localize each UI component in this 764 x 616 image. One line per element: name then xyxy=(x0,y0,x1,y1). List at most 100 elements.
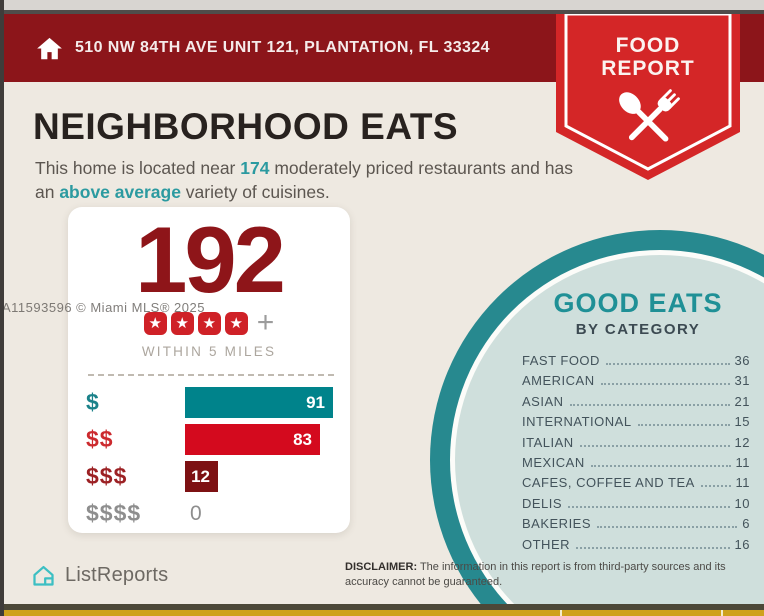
spoon-fork-icon xyxy=(619,89,680,142)
good-eats-subtitle: BY CATEGORY xyxy=(575,321,701,338)
listreports-house-icon xyxy=(33,565,54,586)
subtitle-mid: moderately priced restaurants and has an xyxy=(35,158,573,203)
dotted-leader xyxy=(700,485,731,488)
tier-label: $$$ xyxy=(86,463,128,489)
category-label: AMERICAN xyxy=(522,373,595,389)
plus-sign: + xyxy=(256,306,275,339)
good-eats-panel: GOOD EATS BY CATEGORY FAST FOOD 36 AMERIC… xyxy=(515,288,761,557)
restaurant-summary-card: 192 ★ ★ ★ ★ + WITHIN 5 MILES $ 91 $$ 83 $$$… xyxy=(68,207,350,533)
disclaimer-text: The information in this report is from t… xyxy=(345,561,726,588)
tier-label: $ xyxy=(86,389,100,415)
category-row: INTERNATIONAL 15 xyxy=(522,414,750,434)
disclaimer: DISCLAIMER: The information in this repo… xyxy=(345,560,755,590)
category-label: DELIS xyxy=(522,495,563,511)
variety-rating: above average xyxy=(59,182,181,203)
category-label: CAFES, COFFEE AND TEA xyxy=(522,475,695,491)
category-value: 21 xyxy=(734,393,750,409)
brand-name: ListReports xyxy=(65,564,169,586)
listreports-logo: ListReports xyxy=(30,562,168,589)
home-icon xyxy=(37,37,62,59)
category-label: ASIAN xyxy=(522,393,564,409)
category-row: FAST FOOD 36 xyxy=(522,353,750,373)
player-progress-bar[interactable] xyxy=(0,610,764,616)
category-value: 6 xyxy=(742,516,750,532)
price-tier-row: $$$ 12 xyxy=(86,461,334,492)
category-row: ITALIAN 12 xyxy=(522,435,750,455)
page-title: NEIGHBORHOOD EATS xyxy=(33,106,459,147)
category-value: 11 xyxy=(735,454,750,470)
ribbon-line2: REPORT xyxy=(601,57,695,81)
star-rating: ★ ★ ★ ★ + xyxy=(68,306,350,339)
food-report-poster: 510 NW 84TH AVE UNIT 121, PLANTATION, FL… xyxy=(4,14,764,604)
player-divider-band xyxy=(0,604,764,610)
price-tier-chart: $ 91 $$ 83 $$$ 12 $$$$ 0 xyxy=(68,387,350,529)
tier-bar: 91 xyxy=(185,387,333,418)
mls-watermark: A11593596 © Miami MLS® 2025 xyxy=(4,300,205,315)
category-row: AMERICAN 31 xyxy=(522,373,750,393)
dotted-leader xyxy=(569,403,730,406)
total-restaurant-count: 192 xyxy=(135,207,286,312)
category-value: 12 xyxy=(734,434,750,450)
ribbon-shape xyxy=(556,14,740,180)
category-row: MEXICAN 11 xyxy=(522,455,750,475)
category-label: MEXICAN xyxy=(522,454,585,470)
star-icon: ★ xyxy=(197,311,221,335)
category-label: INTERNATIONAL xyxy=(522,414,632,430)
dotted-leader xyxy=(637,424,730,427)
dotted-leader xyxy=(605,363,730,365)
tier-value: 83 xyxy=(293,429,312,449)
category-row: DELIS 10 xyxy=(522,496,750,516)
dotted-leader xyxy=(600,383,730,386)
price-tier-row: $ 91 xyxy=(86,387,334,418)
radius-label: WITHIN 5 MILES xyxy=(141,344,277,359)
category-label: ITALIAN xyxy=(522,434,574,450)
dotted-leader xyxy=(597,526,738,529)
tier-label: $$$$ xyxy=(86,500,142,526)
category-label: BAKERIES xyxy=(522,516,592,532)
disclaimer-label: DISCLAIMER: xyxy=(345,561,418,573)
category-list: FAST FOOD 36 AMERICAN 31 ASIAN 21 INTERNATI… xyxy=(522,353,750,557)
dotted-leader xyxy=(568,505,730,508)
viewer-top-divider xyxy=(4,10,764,14)
category-row: BAKERIES 6 xyxy=(522,516,750,536)
price-tier-row: $$$$ 0 xyxy=(86,498,334,529)
dotted-leader xyxy=(579,444,730,447)
category-row: ASIAN 21 xyxy=(522,394,750,414)
progress-tick xyxy=(560,610,562,616)
good-eats-title: GOOD EATS xyxy=(553,288,723,318)
viewer-top-strip xyxy=(4,0,764,10)
tier-value: 91 xyxy=(306,392,325,412)
tier-bar: 83 xyxy=(185,424,320,455)
tier-bar: 12 xyxy=(185,461,218,492)
dotted-leader xyxy=(590,464,731,467)
category-label: FAST FOOD xyxy=(522,353,600,368)
viewer-left-border xyxy=(0,0,4,616)
category-value: 11 xyxy=(735,475,750,491)
progress-tick xyxy=(721,610,723,616)
restaurant-count: 174 xyxy=(240,158,270,178)
property-address: 510 NW 84TH AVE UNIT 121, PLANTATION, FL… xyxy=(75,39,490,56)
star-icon: ★ xyxy=(224,311,248,335)
category-row: OTHER 16 xyxy=(522,537,750,557)
card-divider xyxy=(88,374,334,376)
price-tier-row: $$ 83 xyxy=(86,424,334,455)
dotted-leader xyxy=(576,546,730,549)
category-value: 10 xyxy=(734,495,750,511)
category-value: 31 xyxy=(734,373,750,389)
ribbon-title: FOOD REPORT xyxy=(556,34,740,80)
tier-zero-value: 0 xyxy=(190,502,202,525)
ribbon-line1: FOOD xyxy=(615,34,681,57)
tier-label: $$ xyxy=(86,426,114,452)
tier-value: 12 xyxy=(191,466,210,486)
subtitle-post: variety of cuisines. xyxy=(180,182,330,203)
category-value: 15 xyxy=(734,414,750,430)
star-icon: ★ xyxy=(170,311,194,335)
category-row: CAFES, COFFEE AND TEA 11 xyxy=(522,475,750,495)
category-label: OTHER xyxy=(522,536,570,552)
food-report-ribbon: FOOD REPORT xyxy=(556,14,740,182)
category-value: 36 xyxy=(734,353,750,368)
page-subtitle: This home is located near 174 moderately… xyxy=(35,156,573,204)
subtitle-pre: This home is located near xyxy=(35,158,241,178)
star-icon: ★ xyxy=(143,311,167,335)
